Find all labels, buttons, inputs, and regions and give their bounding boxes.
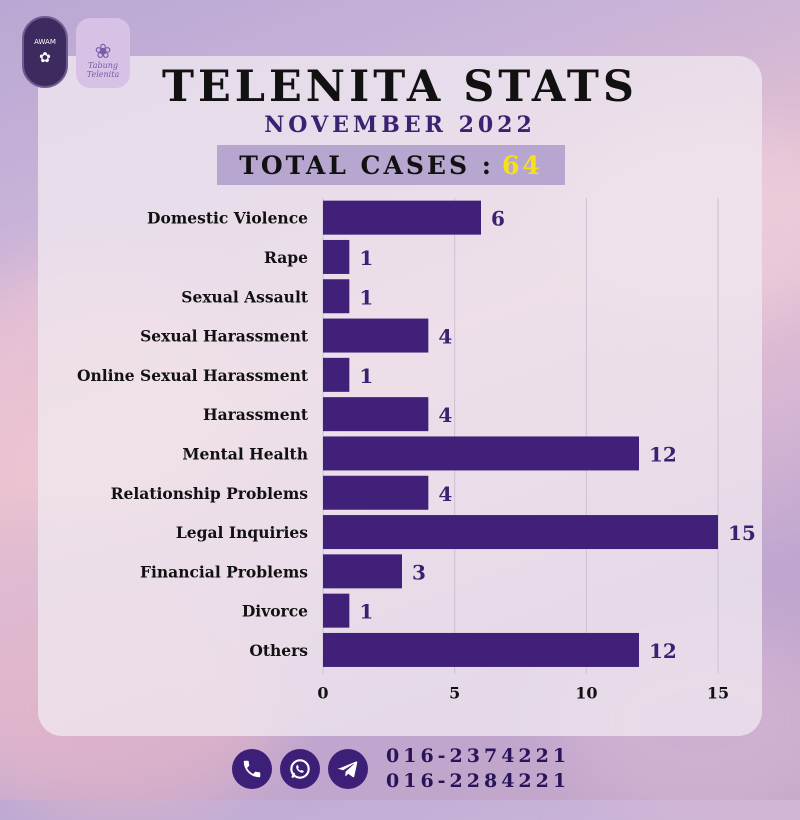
bar bbox=[323, 397, 429, 432]
data-label: 4 bbox=[438, 482, 452, 506]
data-label: 6 bbox=[491, 207, 505, 231]
total-cases-value: 64 bbox=[501, 150, 543, 180]
bar bbox=[323, 436, 639, 471]
total-cases-label: TOTAL CASES : bbox=[239, 150, 494, 180]
category-label: Divorce bbox=[242, 602, 308, 621]
data-label: 1 bbox=[359, 600, 373, 624]
total-cases-box: TOTAL CASES : 64 bbox=[217, 145, 565, 185]
data-label: 12 bbox=[649, 639, 677, 663]
bar bbox=[323, 515, 718, 550]
bar bbox=[323, 632, 639, 667]
category-label: Relationship Problems bbox=[111, 484, 309, 503]
cases-bar-chart: 0 5 10 15 Domestic Violence 6 Rape 1 Sexual Assa… bbox=[77, 198, 756, 703]
awam-logo: AWAM ✿ bbox=[22, 16, 68, 88]
x-tick-label: 15 bbox=[707, 684, 729, 703]
category-label: Domestic Violence bbox=[147, 209, 308, 228]
category-label: Mental Health bbox=[182, 444, 308, 463]
bar bbox=[323, 475, 429, 510]
x-tick-label: 0 bbox=[317, 684, 328, 703]
data-label: 1 bbox=[359, 246, 373, 270]
tabung-telenita-logo: ❀ Tabung Telenita bbox=[76, 18, 130, 88]
data-label: 1 bbox=[359, 285, 373, 309]
phone-number-2[interactable]: 016-2284221 bbox=[386, 770, 571, 792]
phone-icon[interactable] bbox=[232, 749, 272, 789]
flower-icon: ✿ bbox=[39, 50, 51, 66]
x-tick-label: 5 bbox=[449, 684, 460, 703]
lotus-icon: ❀ bbox=[94, 39, 112, 64]
bar bbox=[323, 593, 350, 628]
bar bbox=[323, 554, 402, 589]
category-label: Others bbox=[249, 641, 308, 660]
awam-logo-text: AWAM bbox=[34, 38, 56, 46]
data-label: 3 bbox=[412, 560, 426, 584]
category-label: Harassment bbox=[203, 405, 309, 424]
page-subtitle: NOVEMBER 2022 bbox=[264, 112, 536, 138]
telegram-icon[interactable] bbox=[328, 749, 368, 789]
bar bbox=[323, 239, 350, 274]
category-label: Online Sexual Harassment bbox=[77, 366, 309, 385]
category-label: Sexual Assault bbox=[181, 287, 309, 306]
data-label: 4 bbox=[438, 403, 452, 427]
category-label: Rape bbox=[264, 248, 308, 267]
data-label: 4 bbox=[438, 325, 452, 349]
category-label: Legal Inquiries bbox=[176, 523, 308, 542]
data-label: 1 bbox=[359, 364, 373, 388]
page-title: TELENITA STATS bbox=[162, 62, 638, 112]
tabung-telenita-logo-text: Tabung Telenita bbox=[86, 61, 120, 80]
phone-number-1[interactable]: 016-2374221 bbox=[386, 745, 571, 767]
data-label: 15 bbox=[728, 521, 756, 545]
category-label: Financial Problems bbox=[140, 562, 308, 581]
contact-bar: 016-2374221 016-2284221 bbox=[232, 744, 570, 794]
bar bbox=[323, 318, 429, 353]
data-label: 12 bbox=[649, 442, 677, 466]
bar bbox=[323, 279, 350, 314]
bar bbox=[323, 200, 481, 235]
phone-numbers: 016-2374221 016-2284221 bbox=[386, 744, 570, 794]
category-label: Sexual Harassment bbox=[140, 327, 309, 346]
bar bbox=[323, 357, 350, 392]
whatsapp-icon[interactable] bbox=[280, 749, 320, 789]
x-tick-label: 10 bbox=[575, 684, 597, 703]
